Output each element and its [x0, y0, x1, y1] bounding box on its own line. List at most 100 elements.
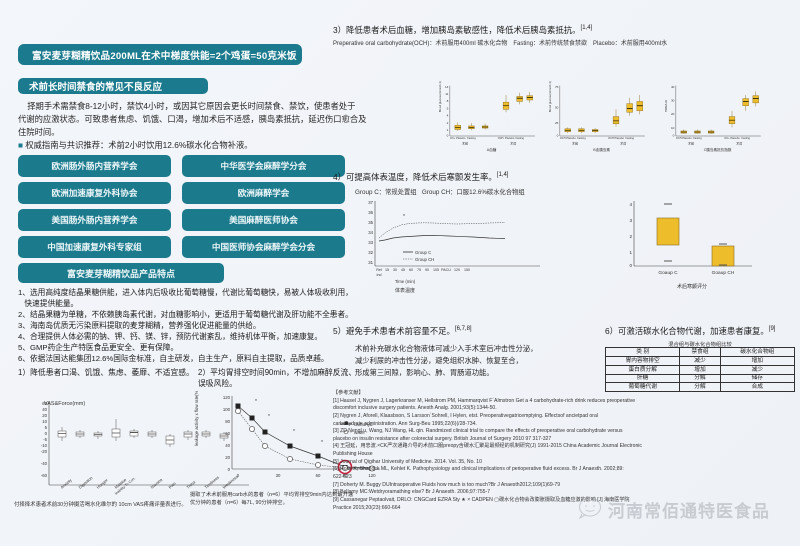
svg-text:31: 31 — [368, 260, 373, 265]
svg-text:术前: 术前 — [462, 141, 468, 146]
svg-text:60: 60 — [316, 473, 321, 478]
svg-text:3: 3 — [629, 218, 632, 223]
svg-text:术后: 术后 — [510, 141, 516, 146]
svg-text:0: 0 — [673, 134, 675, 138]
svg-text:150: 150 — [464, 268, 470, 272]
svg-text:90: 90 — [425, 268, 429, 272]
svg-text:Goaup CH: Goaup CH — [712, 270, 735, 276]
svg-text:Blood glucose(mmol/l-1): Blood glucose(mmol/l-1) — [548, 81, 552, 112]
svg-text:Fasting: Fasting — [741, 136, 750, 140]
svg-text:5: 5 — [447, 106, 449, 110]
svg-text:Time (min): Time (min) — [395, 279, 416, 284]
svg-text:-5: -5 — [43, 437, 47, 442]
svg-text:100: 100 — [223, 407, 231, 412]
svg-text:40: 40 — [42, 407, 47, 412]
svg-text:0: 0 — [237, 473, 240, 478]
svg-text:Digestion: Digestion — [77, 475, 93, 490]
svg-text:术前: 术前 — [688, 141, 694, 146]
svg-text:60: 60 — [42, 401, 47, 406]
svg-text:32: 32 — [368, 250, 373, 255]
svg-text:2: 2 — [629, 234, 632, 239]
svg-text:Goaup C: Goaup C — [658, 270, 678, 276]
svg-text:术后寒颤评分: 术后寒颤评分 — [677, 283, 707, 290]
svg-text:37: 37 — [368, 200, 373, 205]
svg-text:30: 30 — [276, 473, 281, 478]
svg-text:-10: -10 — [41, 443, 48, 448]
svg-text:4: 4 — [447, 114, 449, 118]
svg-text:*: * — [268, 414, 270, 420]
svg-text:-40: -40 — [41, 461, 48, 466]
svg-text:Hunger: Hunger — [95, 477, 109, 490]
svg-text:120: 120 — [454, 268, 460, 272]
svg-text:20: 20 — [225, 455, 230, 460]
svg-text:OCH Placebo: OCH Placebo — [560, 136, 576, 140]
svg-text:OC+ Placebo: OC+ Placebo — [724, 136, 740, 140]
svg-text:B血胰岛素: B血胰岛素 — [593, 147, 610, 152]
svg-text:-60: -60 — [41, 473, 48, 478]
svg-text:34: 34 — [368, 230, 373, 235]
svg-text:40: 40 — [671, 85, 675, 89]
svg-text:-20: -20 — [41, 449, 48, 454]
svg-text:Anxiety: Anxiety — [59, 477, 72, 489]
svg-text:75: 75 — [555, 85, 559, 89]
svg-text:75: 75 — [417, 268, 421, 272]
svg-text:36: 36 — [368, 210, 373, 215]
svg-text:*: * — [321, 440, 323, 446]
svg-text:Group CH: Group CH — [415, 257, 434, 262]
svg-text:Ind: Ind — [377, 273, 382, 277]
svg-text:术前: 术前 — [572, 141, 578, 146]
svg-text:11: 11 — [445, 92, 448, 96]
svg-text:8: 8 — [447, 99, 449, 103]
svg-text:0: 0 — [228, 467, 231, 472]
svg-text:Fasting: Fasting — [625, 136, 634, 140]
svg-text:30: 30 — [671, 98, 675, 102]
svg-text:33: 33 — [368, 240, 373, 245]
svg-text:HOMA-IR: HOMA-IR — [664, 100, 668, 112]
svg-text:105: 105 — [433, 268, 439, 272]
svg-text:OCH Placebo: OCH Placebo — [676, 136, 692, 140]
svg-text:20: 20 — [671, 112, 675, 116]
svg-text:40: 40 — [225, 443, 230, 448]
svg-text:2: 2 — [447, 121, 449, 125]
svg-text:C胰岛素抵抗指数: C胰岛素抵抗指数 — [704, 147, 732, 152]
svg-text:体表温度: 体表温度 — [395, 287, 415, 294]
svg-text:5: 5 — [45, 425, 48, 430]
svg-text:25: 25 — [555, 121, 559, 125]
svg-text:OCH Placebo: OCH Placebo — [608, 136, 624, 140]
svg-text:Fasting: Fasting — [693, 136, 702, 140]
svg-text:20: 20 — [42, 413, 47, 418]
svg-text:15: 15 — [385, 268, 389, 272]
svg-text:120: 120 — [223, 395, 231, 400]
svg-text:*: * — [403, 214, 405, 220]
svg-text:60: 60 — [409, 268, 413, 272]
svg-text:0: 0 — [447, 134, 449, 138]
svg-text:30: 30 — [393, 268, 397, 272]
svg-text:4: 4 — [629, 202, 632, 207]
svg-text:A血糖: A血糖 — [487, 147, 497, 152]
svg-text:10: 10 — [671, 126, 675, 130]
svg-text:*: * — [293, 429, 295, 435]
svg-text:Nausea: Nausea — [149, 477, 163, 490]
svg-text:Fasting: Fasting — [515, 136, 524, 140]
svg-text:1: 1 — [447, 128, 449, 132]
svg-text:14: 14 — [445, 85, 449, 89]
svg-text:Blood glucose(mmol/l-1): Blood glucose(mmol/l-1) — [438, 81, 442, 112]
svg-text:0: 0 — [629, 263, 632, 268]
svg-text:Fasting: Fasting — [577, 136, 586, 140]
svg-text:Fasting: Fasting — [467, 136, 476, 140]
svg-text:VAS&Force(mm): VAS&Force(mm) — [44, 401, 85, 407]
svg-text:35: 35 — [368, 220, 373, 225]
svg-text:*: * — [255, 399, 257, 405]
svg-text:Pain: Pain — [167, 481, 176, 490]
svg-text:术后: 术后 — [620, 141, 626, 146]
svg-text:0: 0 — [557, 134, 559, 138]
svg-text:80: 80 — [225, 419, 230, 424]
svg-text:OC+ Placebo: OC+ Placebo — [450, 136, 466, 140]
svg-text:Ref: Ref — [376, 268, 382, 272]
svg-text:1: 1 — [629, 250, 632, 255]
svg-text:PACU: PACU — [441, 268, 451, 272]
svg-text:Group C: Group C — [415, 250, 431, 255]
svg-text:45: 45 — [401, 268, 405, 272]
svg-text:OCH- Placebo: OCH- Placebo — [498, 136, 515, 140]
svg-text:术后: 术后 — [736, 141, 742, 146]
